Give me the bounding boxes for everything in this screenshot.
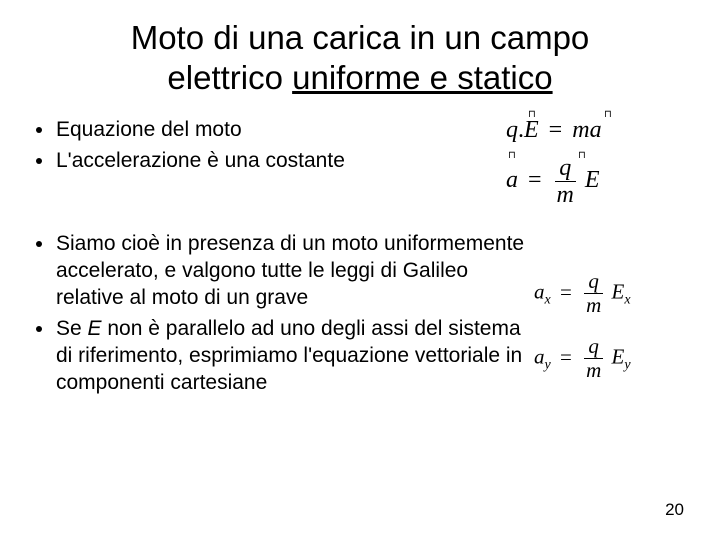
bullet-dot-icon: [36, 127, 42, 133]
bullet-text: Equazione del moto: [56, 117, 480, 144]
bullet-dot-icon: [36, 158, 42, 164]
title-line-2-pre: elettrico: [167, 59, 292, 96]
bullet-dot-icon: [36, 326, 42, 332]
equation-a-qm-E: ⊓ ⊓ a = q m E: [506, 156, 600, 207]
top-row: Equazione del moto L'accelerazione è una…: [30, 117, 690, 207]
equation-ax: ax = q m Ex: [534, 271, 631, 316]
bullet-accelerazione: L'accelerazione è una costante: [36, 148, 480, 175]
fraction-q-over-m: q m: [555, 156, 576, 207]
equation-qE-ma: ⊓ ⊓ q.E = ma: [506, 117, 602, 144]
bullet-se-e: Se E non è parallelo ad uno degli assi d…: [36, 316, 534, 397]
slide: Moto di una carica in un campo elettrico…: [0, 0, 720, 540]
bullet-dot-icon: [36, 241, 42, 247]
equation-ay: ay = q m Ey: [534, 336, 631, 381]
bottom-row: Siamo cioè in presenza di un moto unifor…: [30, 231, 690, 400]
bullet-siamo: Siamo cioè in presenza di un moto unifor…: [36, 231, 534, 312]
bullet-equazione: Equazione del moto: [36, 117, 480, 144]
vec-mark-icon: ⊓: [578, 150, 586, 161]
equation-column-top: ⊓ ⊓ q.E = ma ⊓ ⊓ a = q m E: [480, 117, 690, 207]
title-line-2-underline: uniforme e statico: [292, 59, 552, 96]
slide-title: Moto di una carica in un campo elettrico…: [30, 18, 690, 97]
bullet-text: Siamo cioè in presenza di un moto unifor…: [56, 231, 534, 312]
bottom-bullets: Siamo cioè in presenza di un moto unifor…: [30, 231, 534, 400]
vec-mark-icon: ⊓: [508, 150, 516, 161]
fraction-q-over-m: q m: [584, 271, 603, 316]
equation-column-bottom: ax = q m Ex ay = q m Ey: [534, 231, 690, 381]
vec-mark-icon: ⊓: [604, 109, 612, 120]
page-number: 20: [665, 500, 684, 520]
bullet-text: L'accelerazione è una costante: [56, 148, 480, 175]
bullet-text: Se E non è parallelo ad uno degli assi d…: [56, 316, 534, 397]
fraction-q-over-m: q m: [584, 336, 603, 381]
title-line-1: Moto di una carica in un campo: [131, 19, 590, 56]
top-bullets: Equazione del moto L'accelerazione è una…: [30, 117, 480, 179]
vec-mark-icon: ⊓: [528, 109, 536, 120]
